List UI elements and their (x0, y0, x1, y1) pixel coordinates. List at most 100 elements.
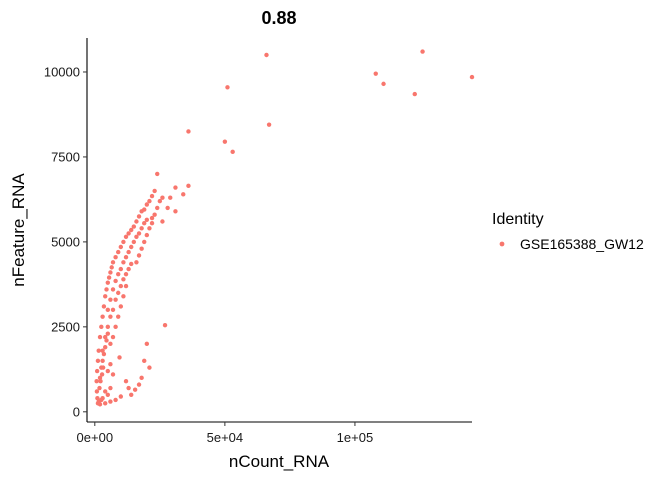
data-point (139, 246, 144, 251)
data-point (96, 348, 101, 353)
data-point (94, 389, 100, 394)
data-point (134, 260, 139, 265)
data-point (113, 254, 118, 260)
data-point (152, 188, 157, 194)
data-point (113, 297, 118, 302)
data-point (94, 379, 99, 384)
x-axis-ticks: 0e+00 5e+04 1e+05 (77, 422, 374, 445)
data-point (132, 387, 138, 392)
data-point (108, 270, 113, 275)
x-axis-title: nCount_RNA (229, 452, 330, 471)
data-point (110, 334, 116, 340)
data-point (142, 221, 147, 226)
y-axis-ticks: 0 2500 5000 7500 10000 (44, 64, 87, 419)
data-point (95, 401, 101, 406)
data-point (118, 283, 124, 289)
data-point (97, 375, 103, 381)
data-point (160, 219, 165, 224)
x-tick-label: 1e+05 (337, 430, 374, 445)
data-point (222, 139, 228, 144)
y-tick-label: 0 (73, 404, 80, 419)
data-point (108, 297, 113, 302)
data-point (118, 394, 124, 399)
y-axis-title: nFeature_RNA (9, 173, 28, 287)
data-point (110, 307, 116, 313)
data-point (101, 304, 107, 309)
data-point (116, 271, 121, 277)
data-point (108, 314, 113, 319)
data-point (144, 232, 150, 238)
data-point (136, 382, 142, 387)
data-point (147, 226, 152, 231)
data-point (165, 205, 170, 211)
data-point (134, 219, 139, 224)
data-point (126, 231, 131, 236)
data-point (373, 71, 378, 76)
data-point (136, 214, 142, 219)
data-point (139, 226, 144, 231)
data-point (110, 372, 116, 377)
data-point (95, 396, 100, 401)
data-point (101, 351, 107, 357)
x-tick-label: 5e+04 (207, 430, 244, 445)
data-point (147, 198, 152, 204)
data-point (136, 253, 142, 258)
data-point (225, 85, 230, 90)
data-point (126, 385, 131, 391)
data-point (149, 215, 155, 221)
y-tick-label: 7500 (51, 149, 80, 164)
data-point (105, 307, 111, 313)
data-point (186, 183, 191, 189)
data-point (108, 341, 113, 347)
data-point (106, 275, 112, 280)
data-point (173, 209, 178, 214)
data-point (94, 368, 100, 374)
data-point (118, 244, 124, 250)
chart-title: 0.88 (261, 8, 296, 28)
data-point (116, 314, 121, 319)
data-point (104, 287, 109, 292)
data-point (155, 205, 160, 211)
data-point (121, 260, 126, 265)
data-point (121, 294, 126, 299)
data-point (98, 379, 103, 384)
data-point (110, 287, 116, 292)
data-point (126, 249, 131, 255)
data-point (121, 277, 126, 282)
data-point (99, 372, 105, 377)
data-point (105, 392, 111, 398)
data-point (100, 314, 105, 319)
data-point (118, 266, 124, 272)
data-point (103, 401, 108, 406)
data-point (144, 217, 150, 223)
data-point (116, 290, 121, 296)
data-point (100, 348, 105, 353)
data-point (264, 52, 269, 58)
data-point (144, 202, 150, 207)
data-point (121, 239, 126, 245)
data-point (134, 234, 139, 239)
data-point (149, 193, 155, 199)
data-point (116, 249, 121, 255)
data-point (95, 358, 101, 364)
data-point (181, 192, 186, 197)
data-point (123, 271, 129, 277)
data-point (142, 239, 147, 245)
data-point (142, 207, 147, 212)
data-point (105, 324, 111, 330)
data-point (108, 399, 113, 404)
y-tick-label: 10000 (44, 64, 80, 79)
data-point (103, 345, 108, 350)
data-point (230, 149, 235, 155)
data-point (113, 278, 118, 284)
y-tick-label: 5000 (51, 234, 80, 249)
data-point (131, 224, 137, 229)
data-point (152, 212, 157, 217)
data-point (126, 266, 131, 272)
data-point (103, 389, 108, 394)
data-point (123, 234, 129, 239)
data-point (129, 244, 134, 250)
data-point (147, 365, 152, 370)
data-point (108, 385, 113, 391)
data-point (117, 355, 122, 360)
